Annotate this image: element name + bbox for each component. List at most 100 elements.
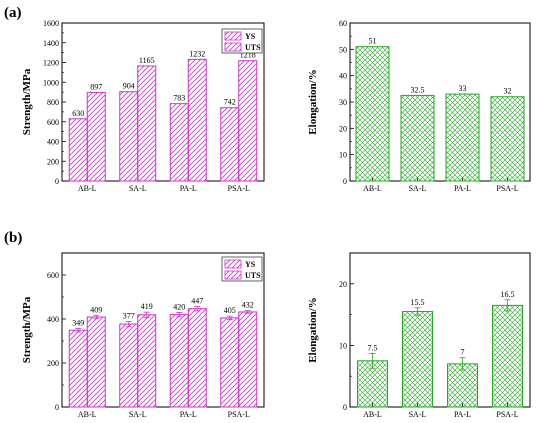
bar [402, 311, 433, 408]
strength-chart-a: 0 200 400 600 800 1000 1200 1400 1600 Strength/MP… [21, 19, 265, 193]
bar [445, 93, 480, 182]
legend-label: UTS [245, 271, 261, 280]
data-label: 630 [72, 109, 84, 118]
y-tick-label: 400 [47, 138, 59, 147]
x-tick-label: AB-L [363, 184, 382, 193]
y-tick-label: 200 [47, 157, 59, 166]
y-axis-title: Strength/MPa [21, 68, 33, 135]
y-tick-label: 400 [47, 315, 59, 324]
legend-label: YS [245, 260, 256, 269]
panel-label-a: (a) [4, 5, 22, 21]
data-label: 1165 [139, 56, 155, 65]
x-tick-label: PA-L [454, 410, 471, 419]
data-label: 15.5 [411, 298, 425, 307]
x-tick-label: AB-L [78, 410, 97, 419]
y-tick-label: 50 [339, 45, 347, 54]
x-tick-label: AB-L [363, 410, 382, 419]
plot-frame [61, 252, 265, 408]
y-tick-label: 1200 [43, 59, 59, 68]
bar [187, 58, 207, 182]
bar [220, 107, 240, 182]
x-tick-label: PSA-L [496, 184, 518, 193]
bar [86, 316, 106, 408]
data-label: 904 [123, 82, 135, 91]
x-tick-label: SA-L [409, 184, 427, 193]
x-tick-label: AB-L [78, 184, 97, 193]
legend-swatch [224, 259, 242, 269]
data-label: 897 [90, 82, 102, 91]
y-tick-label: 10 [339, 151, 347, 160]
y-axis-title: Elongation/% [307, 297, 319, 362]
bar [492, 304, 523, 408]
y-tick-label: 600 [47, 271, 59, 280]
bar [220, 317, 240, 408]
strength-chart-b: 0 200 400 600 Strength/MPa AB-L SA-L PA-L PSA-L 3… [21, 252, 265, 419]
panel-label-b: (b) [4, 230, 22, 246]
y-tick-label: 1600 [43, 19, 59, 28]
data-label: 33 [459, 84, 467, 93]
bar [137, 65, 157, 182]
data-label: 32.5 [411, 85, 425, 94]
data-label: 432 [242, 301, 254, 310]
x-tick-label: PA-L [454, 184, 471, 193]
y-tick-label: 600 [47, 118, 59, 127]
bar [119, 323, 139, 408]
data-label: 742 [224, 98, 236, 107]
data-label: 16.5 [501, 290, 515, 299]
bar [119, 91, 139, 182]
data-label: 783 [173, 94, 185, 103]
x-tick-label: PA-L [180, 184, 197, 193]
data-label: 32 [504, 87, 512, 96]
y-tick-label: 40 [339, 72, 347, 81]
bar [238, 60, 258, 182]
y-tick-label: 0 [55, 403, 59, 412]
y-tick-label: 60 [339, 19, 347, 28]
data-label: 1218 [240, 51, 256, 60]
bar [490, 96, 525, 182]
x-tick-label: SA-L [129, 410, 147, 419]
data-label: 377 [123, 311, 135, 320]
bar [68, 118, 88, 182]
bar [187, 308, 207, 408]
elongation-chart-b: 0 10 20 Elongation/% AB-L SA-L PA-L PSA-L 7.5 15.… [307, 252, 531, 419]
data-label: 51 [369, 37, 377, 46]
y-tick-label: 0 [343, 177, 347, 186]
data-label: 405 [224, 306, 236, 315]
x-tick-label: PSA-L [228, 410, 250, 419]
y-tick-label: 0 [55, 177, 59, 186]
bar [68, 329, 88, 408]
y-tick-label: 10 [339, 341, 347, 350]
x-tick-label: SA-L [129, 184, 147, 193]
legend-swatch [224, 42, 242, 52]
legend-swatch [224, 31, 242, 41]
bar [238, 311, 258, 408]
data-label: 420 [173, 302, 185, 311]
plot-frame [349, 252, 531, 408]
y-tick-label: 1000 [43, 78, 59, 87]
y-tick-label: 30 [339, 98, 347, 107]
y-axis-title: Strength/MPa [21, 296, 33, 363]
data-label: 7.5 [368, 343, 378, 352]
data-label: 409 [90, 305, 102, 314]
legend-label: YS [245, 32, 256, 41]
y-tick-label: 1400 [43, 39, 59, 48]
bar [355, 46, 390, 182]
bar [86, 91, 106, 182]
bar [447, 363, 478, 408]
data-label: 7 [461, 348, 465, 357]
y-tick-label: 20 [339, 124, 347, 133]
data-label: 349 [72, 318, 84, 327]
x-tick-label: PSA-L [496, 410, 518, 419]
x-tick-label: SA-L [409, 410, 427, 419]
data-label: 1232 [189, 49, 205, 58]
elongation-chart-a: 0 10 20 30 40 50 60 Elongation/% AB-L SA-L PA-L PSA… [307, 19, 531, 193]
data-label: 419 [141, 302, 153, 311]
legend-swatch [224, 270, 242, 280]
x-tick-label: PA-L [180, 410, 197, 419]
bar [169, 314, 189, 408]
y-tick-label: 0 [343, 403, 347, 412]
x-tick-label: PSA-L [228, 184, 250, 193]
y-tick-label: 800 [47, 98, 59, 107]
bar [400, 94, 435, 182]
